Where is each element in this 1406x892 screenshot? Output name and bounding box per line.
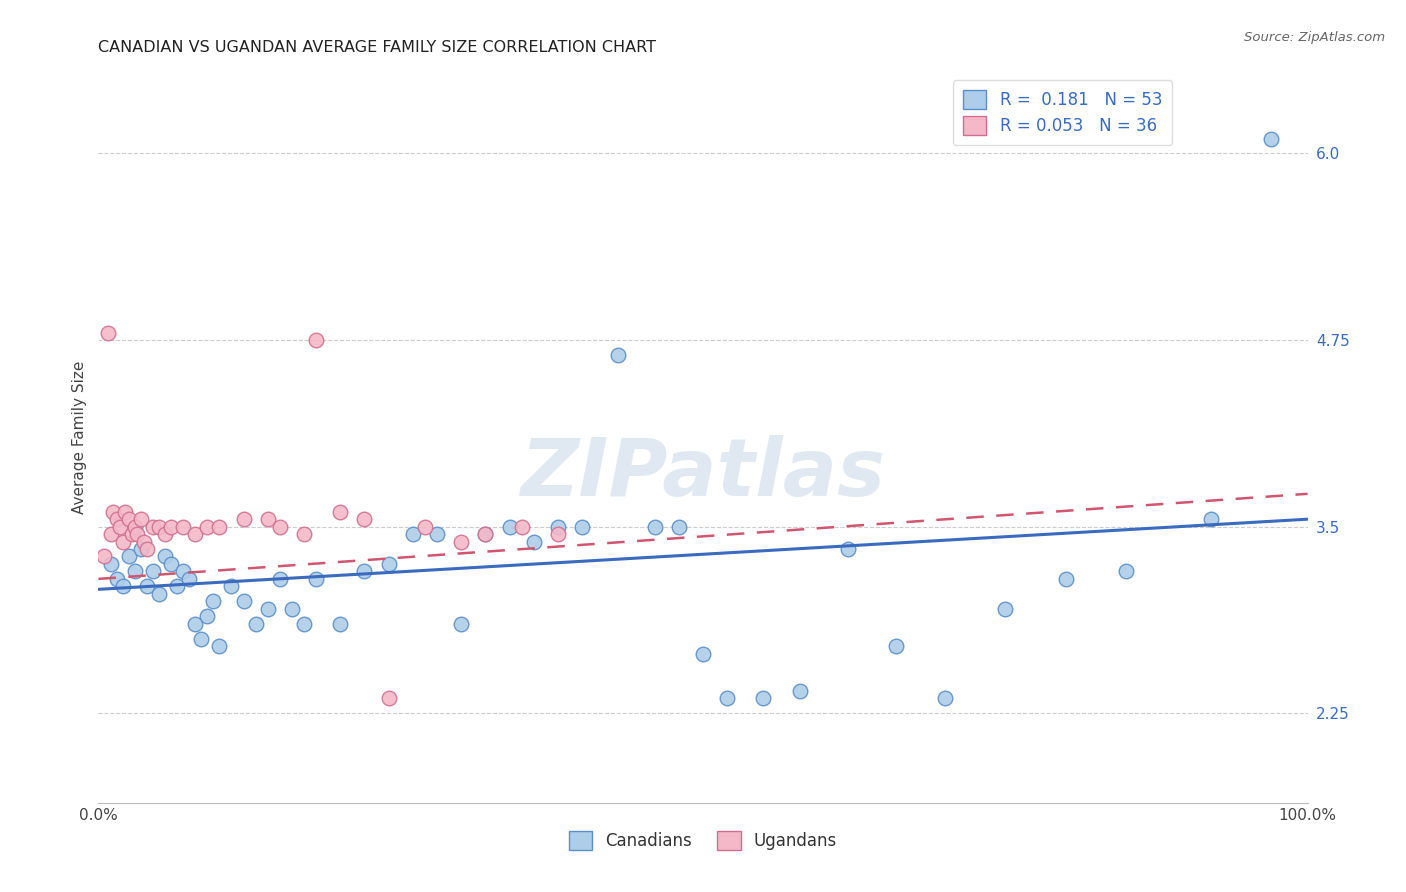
Point [101, 505, 124, 519]
Point [644, 519, 666, 533]
Point [93, 549, 115, 564]
Point [547, 527, 569, 541]
Point [118, 512, 141, 526]
Point [108, 519, 131, 533]
Point [789, 683, 811, 698]
Point [114, 505, 136, 519]
Point [184, 527, 207, 541]
Text: ZIPatlas: ZIPatlas [520, 434, 886, 513]
Point [166, 579, 188, 593]
Point [256, 601, 278, 615]
Point [118, 549, 141, 564]
Point [377, 557, 399, 571]
Point [153, 527, 176, 541]
Point [129, 512, 152, 526]
Point [668, 519, 690, 533]
Point [195, 519, 218, 533]
Point [329, 616, 352, 631]
Point [111, 534, 134, 549]
Point [450, 534, 472, 549]
Point [607, 348, 630, 362]
Point [142, 565, 165, 579]
Point [292, 616, 315, 631]
Point [221, 579, 243, 593]
Point [474, 527, 496, 541]
Point [135, 579, 157, 593]
Point [353, 565, 375, 579]
Point [474, 527, 496, 541]
Point [1054, 572, 1077, 586]
Point [100, 557, 122, 571]
Point [232, 594, 254, 608]
Point [124, 519, 146, 533]
Point [172, 519, 194, 533]
Point [190, 632, 212, 646]
Point [692, 647, 714, 661]
Point [523, 534, 546, 549]
Point [1115, 565, 1137, 579]
Point [208, 519, 231, 533]
Point [994, 601, 1017, 615]
Point [208, 639, 231, 653]
Point [111, 579, 134, 593]
Point [886, 639, 908, 653]
Point [413, 519, 436, 533]
Point [716, 691, 738, 706]
Point [498, 519, 520, 533]
Point [752, 691, 775, 706]
Point [1260, 131, 1282, 145]
Point [305, 333, 328, 347]
Point [127, 527, 149, 541]
Y-axis label: Average Family Size: Average Family Size [72, 360, 87, 514]
Legend: Canadians, Ugandans: Canadians, Ugandans [562, 824, 844, 856]
Point [269, 572, 291, 586]
Point [450, 616, 472, 631]
Point [402, 527, 425, 541]
Point [179, 572, 201, 586]
Point [426, 527, 449, 541]
Point [129, 542, 152, 557]
Text: Source: ZipAtlas.com: Source: ZipAtlas.com [1244, 31, 1385, 45]
Point [148, 587, 170, 601]
Point [837, 542, 859, 557]
Point [329, 505, 352, 519]
Point [377, 691, 399, 706]
Point [135, 542, 157, 557]
Point [934, 691, 956, 706]
Point [172, 565, 194, 579]
Point [97, 326, 120, 340]
Text: CANADIAN VS UGANDAN AVERAGE FAMILY SIZE CORRELATION CHART: CANADIAN VS UGANDAN AVERAGE FAMILY SIZE … [98, 40, 657, 55]
Point [245, 616, 267, 631]
Point [142, 519, 165, 533]
Point [134, 534, 156, 549]
Point [510, 519, 533, 533]
Point [232, 512, 254, 526]
Point [305, 572, 328, 586]
Point [121, 527, 143, 541]
Point [195, 609, 218, 624]
Point [1199, 512, 1222, 526]
Point [292, 527, 315, 541]
Point [547, 519, 569, 533]
Point [571, 519, 593, 533]
Point [105, 572, 128, 586]
Point [160, 519, 183, 533]
Point [184, 616, 207, 631]
Point [202, 594, 225, 608]
Point [256, 512, 278, 526]
Point [124, 565, 146, 579]
Point [160, 557, 183, 571]
Point [269, 519, 291, 533]
Point [100, 527, 122, 541]
Point [105, 512, 128, 526]
Point [153, 549, 176, 564]
Point [148, 519, 170, 533]
Point [353, 512, 375, 526]
Point [281, 601, 304, 615]
